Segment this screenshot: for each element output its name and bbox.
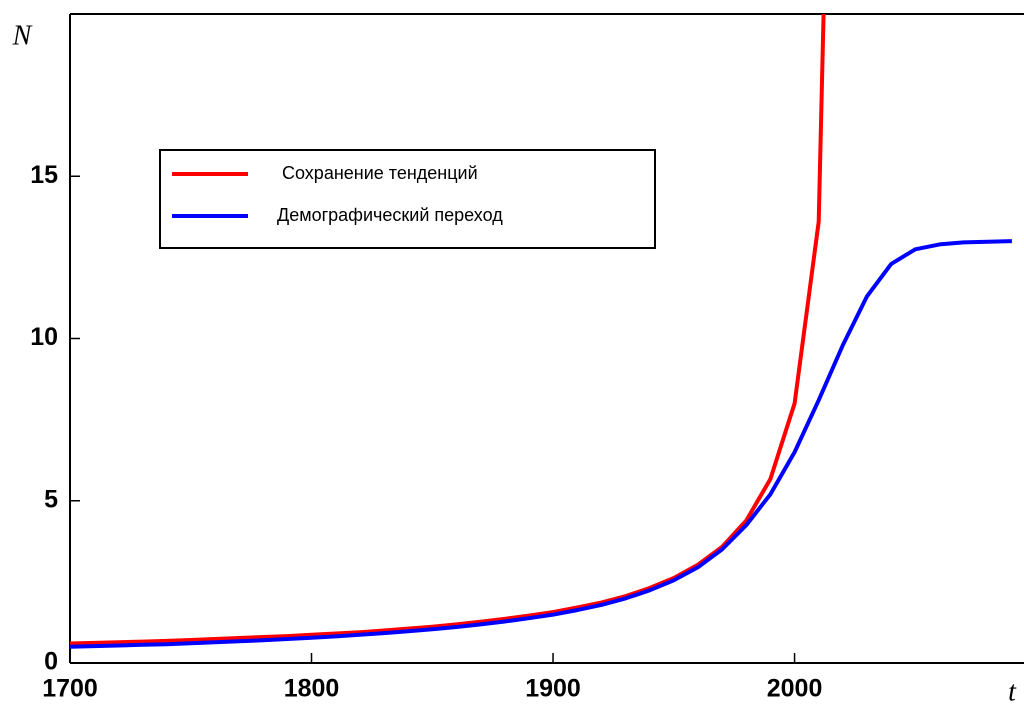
x-tick-label: 2000: [767, 675, 823, 703]
y-tick-label: 0: [44, 648, 58, 676]
legend: [159, 149, 656, 249]
y-tick-label: 5: [44, 485, 58, 513]
y-tick-label: 10: [30, 323, 58, 351]
y-tick-label: 15: [30, 161, 58, 189]
x-axis-label: t: [1008, 676, 1017, 707]
y-axis-label: N: [12, 20, 33, 51]
x-tick-label: 1700: [42, 675, 98, 703]
series-line: [70, 14, 826, 646]
plot-area: [70, 14, 1012, 649]
legend-label: Демографический переход: [277, 205, 503, 225]
x-tick-label: 1900: [525, 675, 581, 703]
series-line: [70, 239, 1012, 649]
legend-label: Сохранение тенденций: [282, 163, 478, 183]
x-tick-label: 1800: [284, 675, 340, 703]
